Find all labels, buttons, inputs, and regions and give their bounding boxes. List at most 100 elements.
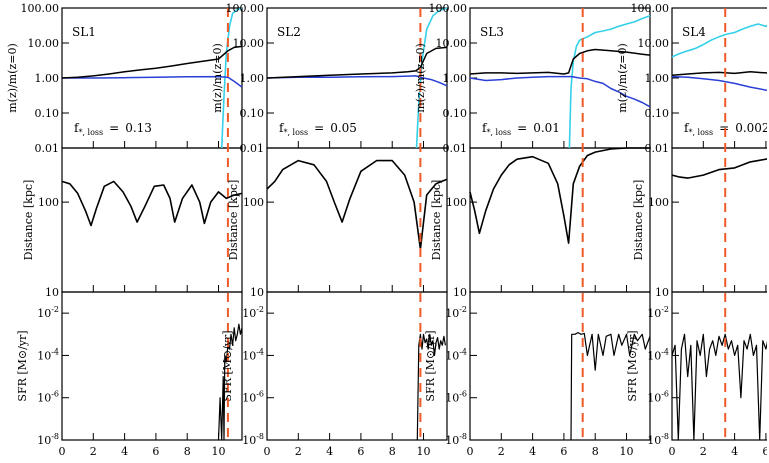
f-loss-value: 0.05 <box>330 121 357 135</box>
x-tick-label: 2 <box>295 445 302 458</box>
y-axis-title-distance: Distance [kpc] <box>430 180 443 261</box>
f-subscript: *, loss <box>486 128 511 137</box>
tick-exp: -4 <box>256 347 264 356</box>
x-tick-label: 0 <box>467 445 474 458</box>
y-axis-title-distance: Distance [kpc] <box>632 180 645 261</box>
f-equals: = <box>109 121 119 135</box>
panel-title: SL1 <box>72 25 96 39</box>
y-tick-label: 10.00 <box>28 37 60 50</box>
sfr-line <box>671 333 767 441</box>
x-tick-label: 8 <box>592 445 599 458</box>
sfr-line <box>570 332 651 441</box>
y-tick-label: 0.10 <box>645 107 670 120</box>
tick-base: 10 <box>445 349 459 362</box>
tick-exp: -2 <box>459 305 467 314</box>
f-equals: = <box>719 121 729 135</box>
y-axis-title-mass: m(z)/m(z=0) <box>414 43 427 113</box>
series-dm-line <box>266 46 448 79</box>
x-tick-label: 4 <box>121 445 128 458</box>
y-tick-label: 10-2 <box>37 305 59 320</box>
f-loss-value: 0.13 <box>125 121 152 135</box>
f-symbol: f <box>482 121 488 135</box>
series-stars-line <box>469 75 651 108</box>
tick-exp: -6 <box>661 390 669 399</box>
distance-line <box>671 158 767 179</box>
panel-frame <box>266 291 448 441</box>
y-tick-label: 0.01 <box>240 142 265 155</box>
y-tick-label: 100.00 <box>226 2 265 15</box>
f-loss-value: 0.002 <box>735 121 769 135</box>
panel-title: SL2 <box>277 25 301 39</box>
x-tick-label: 10 <box>417 445 431 458</box>
series-dm-line <box>671 71 767 76</box>
tick-exp: -8 <box>51 432 59 441</box>
x-tick-label: 6 <box>762 445 769 458</box>
sfr-line <box>416 333 446 441</box>
f-subscript: *, loss <box>283 128 308 137</box>
tick-exp: -8 <box>661 432 669 441</box>
x-tick-label: 0 <box>669 445 676 458</box>
series-stars-line <box>266 75 448 87</box>
x-tick-label: 6 <box>152 445 159 458</box>
series-gas-line <box>671 23 767 58</box>
y-tick-label: 10-2 <box>242 305 264 320</box>
y-tick-label: 10-4 <box>37 347 59 362</box>
y-axis-title-distance: Distance [kpc] <box>227 180 240 261</box>
x-tick-label: 8 <box>184 445 191 458</box>
tick-base: 10 <box>647 307 661 320</box>
y-tick-label: 0.10 <box>35 107 60 120</box>
f-subscript: *, loss <box>688 128 713 137</box>
y-axis-title-sfr: SFR [M⊙/yr] <box>16 330 29 401</box>
tick-exp: -6 <box>256 390 264 399</box>
tick-base: 10 <box>445 434 459 447</box>
panel-frame <box>469 147 651 293</box>
f-equals: = <box>314 121 324 135</box>
y-tick-label: 0.10 <box>443 107 468 120</box>
x-tick-label: 0 <box>59 445 66 458</box>
f-symbol: f <box>684 121 690 135</box>
y-tick-label: 1.00 <box>443 72 468 85</box>
tick-base: 10 <box>37 307 51 320</box>
y-tick-label: 10 <box>250 286 264 299</box>
y-tick-label: 10-6 <box>445 390 467 405</box>
y-tick-label: 100.00 <box>429 2 468 15</box>
panel-sl4: 100.0010.001.000.100.011001010-210-410-6… <box>616 2 769 458</box>
tick-base: 10 <box>647 392 661 405</box>
x-tick-label: 8 <box>389 445 396 458</box>
tick-base: 10 <box>242 349 256 362</box>
y-axis-title-distance: Distance [kpc] <box>22 180 35 261</box>
y-tick-label: 10 <box>655 286 669 299</box>
y-tick-label: 10-8 <box>647 432 669 447</box>
series-stars-line <box>671 75 767 92</box>
f-subscript: *, loss <box>78 128 103 137</box>
y-tick-label: 100 <box>38 196 59 209</box>
series-dm-line <box>469 48 651 75</box>
x-tick-label: 2 <box>498 445 505 458</box>
tick-base: 10 <box>647 349 661 362</box>
tick-exp: -4 <box>51 347 59 356</box>
y-tick-label: 10.00 <box>436 37 468 50</box>
y-tick-label: 100 <box>648 196 669 209</box>
tick-exp: -8 <box>256 432 264 441</box>
f-loss-value: 0.01 <box>533 121 560 135</box>
x-tick-label: 4 <box>529 445 536 458</box>
series-gas-line <box>220 7 243 149</box>
y-tick-label: 0.10 <box>240 107 265 120</box>
series-stars-line <box>62 75 243 88</box>
tick-exp: -4 <box>459 347 467 356</box>
tick-exp: -2 <box>51 305 59 314</box>
y-axis-title-mass: m(z)/m(z=0) <box>616 43 629 113</box>
y-tick-label: 100.00 <box>21 2 60 15</box>
y-tick-label: 10-6 <box>647 390 669 405</box>
y-tick-label: 10-8 <box>445 432 467 447</box>
x-tick-label: 6 <box>560 445 567 458</box>
panel-sl1: 100.0010.001.000.100.011001010-210-410-6… <box>6 2 243 458</box>
f-loss-annotation: f*, loss = 0.13 <box>74 121 152 137</box>
x-tick-label: 4 <box>326 445 333 458</box>
panel-title: SL3 <box>480 25 504 39</box>
series-gas-line <box>568 15 651 149</box>
y-tick-label: 1.00 <box>35 72 60 85</box>
sfr-line <box>217 323 243 441</box>
distance-line <box>266 159 448 250</box>
